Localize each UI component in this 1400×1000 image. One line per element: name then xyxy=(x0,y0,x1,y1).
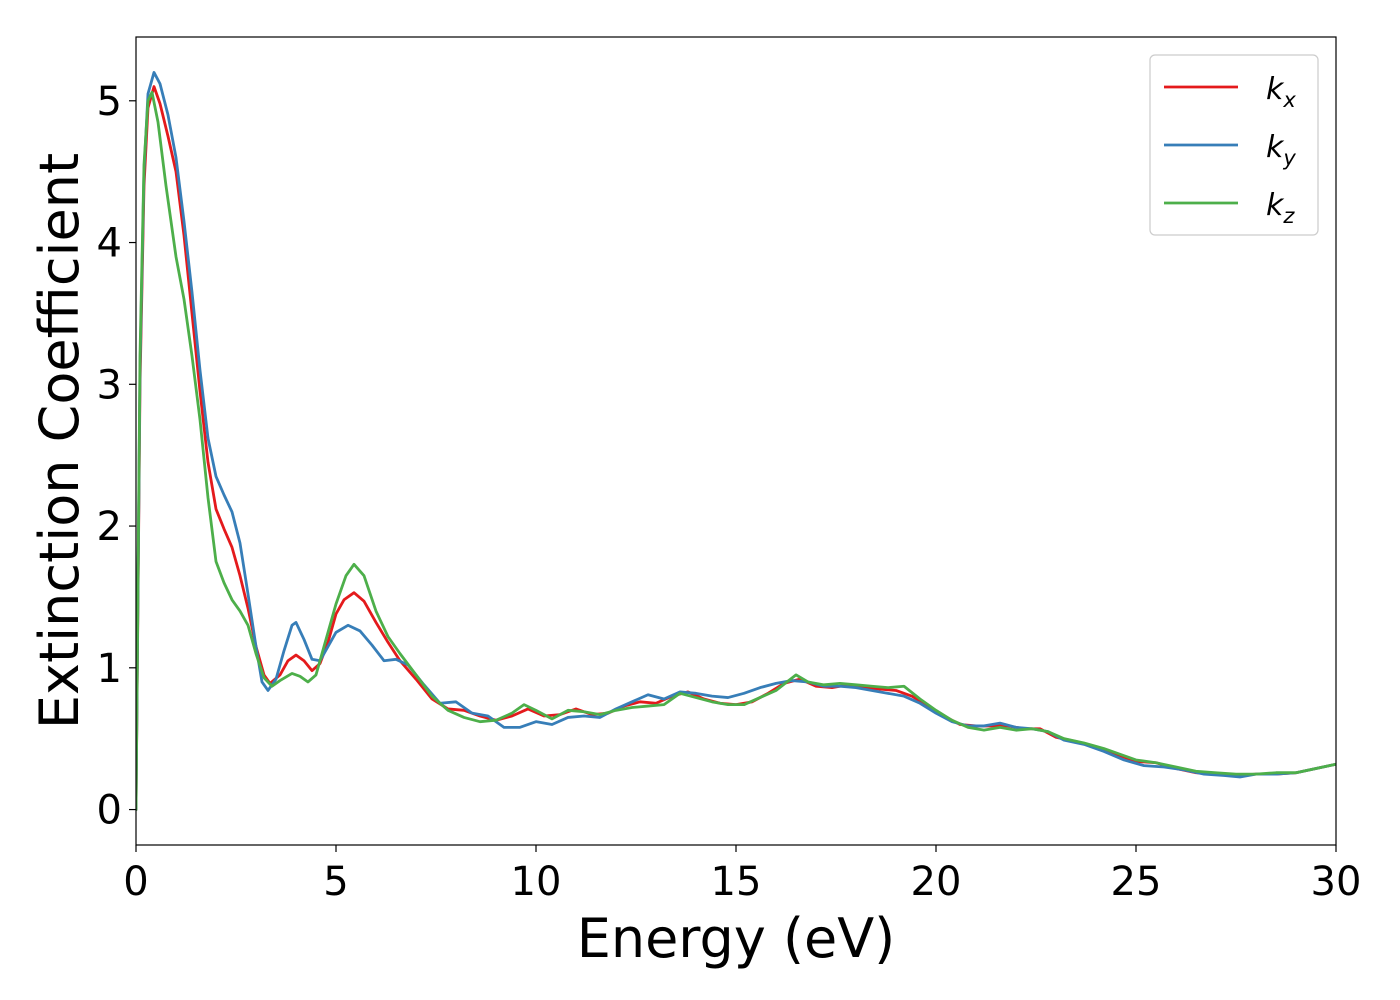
y-axis-title: Extinction Coefficient xyxy=(28,153,91,729)
legend-label-subscript: y xyxy=(1282,146,1296,170)
y-tick-label: 3 xyxy=(97,362,122,408)
x-tick-label: 5 xyxy=(323,859,348,905)
y-tick-label: 0 xyxy=(97,788,122,834)
x-axis-ticks: 0 5 10 15 20 25 30 xyxy=(123,845,1361,905)
x-tick-label: 30 xyxy=(1311,859,1362,905)
y-tick-label: 5 xyxy=(97,79,122,125)
series-kz-line xyxy=(136,90,1336,811)
legend-label: kz xyxy=(1266,188,1295,228)
x-tick-label: 10 xyxy=(511,859,562,905)
x-axis-title: Energy (eV) xyxy=(577,907,896,970)
x-tick-label: 25 xyxy=(1111,859,1162,905)
x-tick-label: 0 xyxy=(123,859,148,905)
legend-label: kx xyxy=(1266,72,1296,112)
legend-label-subscript: x xyxy=(1282,88,1296,112)
legend-label: ky xyxy=(1266,130,1296,170)
y-tick-label: 2 xyxy=(97,504,122,550)
y-tick-label: 1 xyxy=(97,646,122,692)
y-axis-ticks: 0 1 2 3 4 5 xyxy=(97,79,136,834)
x-tick-label: 15 xyxy=(711,859,762,905)
legend-label-subscript: z xyxy=(1282,204,1295,228)
series-layer xyxy=(136,71,1336,811)
legend-label-main: k xyxy=(1266,188,1285,223)
legend-label-main: k xyxy=(1266,72,1285,107)
x-tick-label: 20 xyxy=(911,859,962,905)
y-tick-label: 4 xyxy=(97,221,122,267)
legend-label-main: k xyxy=(1266,130,1285,165)
